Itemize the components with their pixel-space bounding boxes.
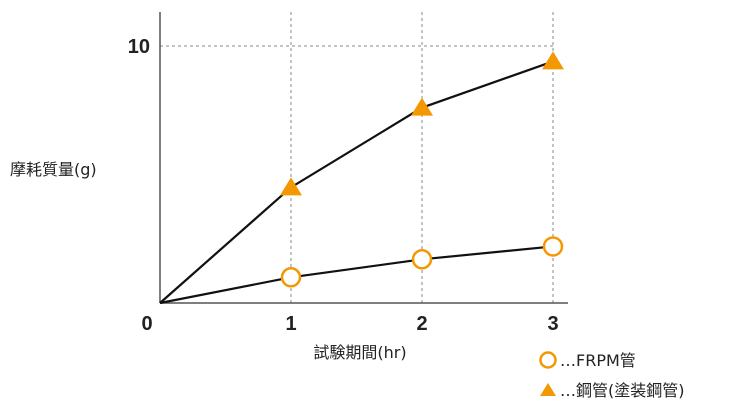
x-tick-label: 2 xyxy=(416,313,427,335)
legend-triangle-marker xyxy=(540,383,556,396)
x-tick-label: 1 xyxy=(285,313,296,335)
series-lines xyxy=(159,60,554,305)
y-tick-label: 10 xyxy=(128,36,150,58)
x-axis-label: 試験期間(hr) xyxy=(313,343,406,362)
data-point-triangle xyxy=(280,177,302,196)
data-point-triangle xyxy=(542,51,564,70)
series-line-1 xyxy=(159,60,554,304)
data-point-circle xyxy=(280,267,302,288)
legend-circle-marker xyxy=(539,351,557,369)
grid-lines xyxy=(160,12,554,303)
data-point-circle xyxy=(411,249,433,270)
tick-labels: 0 1 2 3 10 xyxy=(128,36,559,335)
x-tick-label: 0 xyxy=(141,313,152,335)
legend: …FRPM管 …鋼管(塗装鋼管) xyxy=(539,351,685,400)
legend-label-steel: …鋼管(塗装鋼管) xyxy=(560,381,685,400)
x-tick-label: 3 xyxy=(547,313,558,335)
series-markers xyxy=(280,51,564,288)
axes xyxy=(159,12,568,304)
data-point-circle xyxy=(542,236,564,257)
y-axis-label: 摩耗質量(g) xyxy=(10,160,97,179)
series-line-0 xyxy=(159,245,554,305)
legend-label-frpm: …FRPM管 xyxy=(560,351,636,370)
data-point-triangle xyxy=(411,97,433,116)
